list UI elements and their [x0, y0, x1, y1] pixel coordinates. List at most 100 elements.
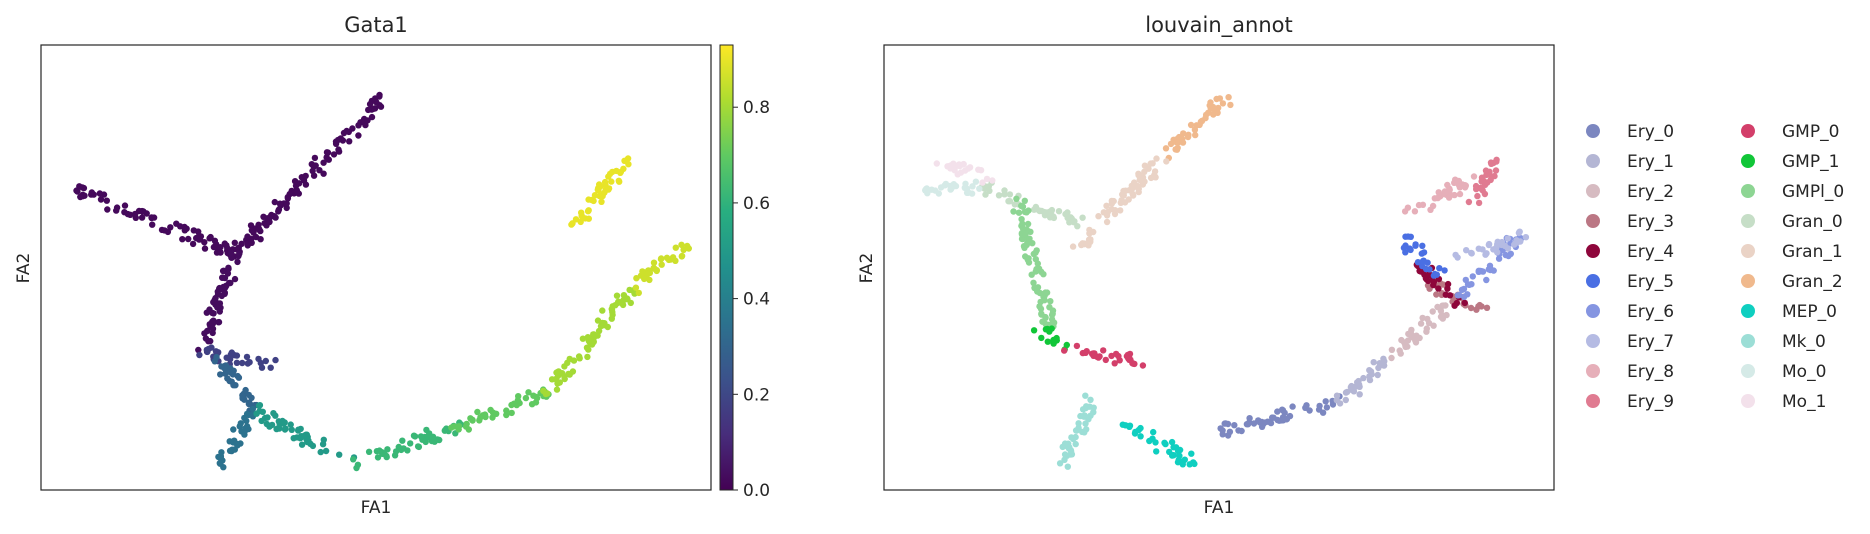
data-point — [1478, 268, 1485, 275]
data-point — [522, 394, 530, 402]
data-point — [370, 105, 377, 113]
data-point — [365, 106, 372, 114]
data-point — [639, 268, 646, 275]
data-point — [204, 327, 211, 335]
data-point — [976, 185, 983, 192]
data-point — [626, 286, 633, 294]
data-point — [1463, 247, 1470, 254]
data-point — [1469, 273, 1477, 280]
data-point — [442, 426, 449, 434]
colorbar-tick-label: 0.8 — [743, 98, 770, 118]
data-point — [217, 249, 224, 256]
data-point — [425, 434, 432, 441]
data-point — [1049, 310, 1056, 317]
data-point — [1135, 185, 1143, 193]
data-point — [376, 447, 383, 454]
data-point — [565, 370, 572, 378]
data-point — [1454, 254, 1461, 261]
legend-marker — [1586, 364, 1600, 378]
data-point — [236, 250, 243, 257]
data-point — [1019, 225, 1027, 232]
legend-marker — [1586, 274, 1600, 288]
data-point — [196, 351, 203, 359]
data-point — [1021, 197, 1028, 204]
data-point — [1464, 291, 1471, 298]
legend-label: Mo_0 — [1782, 362, 1826, 382]
data-point — [205, 345, 212, 353]
legend-label: Ery_1 — [1627, 152, 1674, 172]
data-point — [1034, 288, 1041, 295]
legend-label: Gran_0 — [1782, 212, 1843, 232]
data-point — [503, 411, 510, 419]
data-point — [310, 172, 318, 179]
data-point — [283, 204, 290, 212]
data-point — [1474, 192, 1481, 200]
data-point — [1090, 409, 1097, 416]
data-point — [1139, 362, 1147, 369]
data-point — [582, 215, 589, 222]
data-point — [281, 426, 289, 433]
data-point — [596, 192, 603, 200]
data-point — [270, 410, 277, 417]
data-point — [576, 355, 583, 362]
data-point — [234, 258, 241, 266]
data-point — [330, 151, 338, 158]
data-point — [1225, 94, 1232, 101]
data-point — [288, 426, 295, 433]
data-point — [613, 292, 621, 299]
data-point — [1042, 289, 1049, 296]
data-point — [219, 457, 226, 464]
data-point — [231, 275, 239, 283]
data-point — [1055, 208, 1063, 215]
data-point — [1050, 340, 1057, 347]
data-point — [1453, 299, 1461, 307]
legend-marker — [1586, 244, 1600, 258]
data-point — [1423, 325, 1431, 332]
data-point — [324, 149, 332, 156]
data-point — [1032, 249, 1039, 256]
data-point — [230, 382, 237, 389]
data-point — [355, 122, 362, 129]
data-point — [1417, 268, 1425, 275]
data-point — [579, 335, 587, 342]
data-point — [608, 306, 616, 313]
data-point — [1407, 233, 1415, 240]
data-point — [335, 148, 343, 155]
data-point — [185, 235, 192, 243]
data-point — [242, 386, 249, 394]
data-point — [355, 132, 362, 139]
data-point — [246, 359, 253, 366]
data-point — [1021, 208, 1029, 216]
data-point — [1103, 218, 1111, 226]
data-point — [258, 364, 266, 371]
legend-marker — [1586, 154, 1600, 168]
data-point — [487, 406, 494, 414]
data-point — [231, 437, 238, 444]
legend-marker — [1741, 274, 1755, 288]
data-point — [935, 190, 942, 197]
data-point — [1483, 304, 1491, 311]
data-point — [641, 275, 648, 283]
data-point — [1056, 460, 1064, 467]
data-point — [346, 138, 353, 145]
legend-label: Ery_7 — [1627, 332, 1674, 352]
data-point — [1146, 437, 1153, 445]
data-point — [1162, 440, 1169, 448]
data-point — [964, 189, 972, 196]
data-point — [1193, 122, 1200, 129]
data-point — [602, 186, 609, 193]
data-point — [1348, 382, 1355, 390]
data-point — [1129, 360, 1136, 367]
data-point — [1480, 177, 1487, 184]
data-point — [1322, 398, 1329, 405]
data-point — [273, 425, 280, 433]
data-point — [263, 420, 270, 428]
data-point — [96, 190, 104, 197]
data-point — [1174, 144, 1181, 152]
data-point — [1010, 208, 1017, 215]
data-point — [267, 364, 274, 371]
x-axis-label: FA1 — [361, 498, 392, 518]
data-point — [1355, 381, 1363, 388]
data-point — [1434, 303, 1441, 311]
